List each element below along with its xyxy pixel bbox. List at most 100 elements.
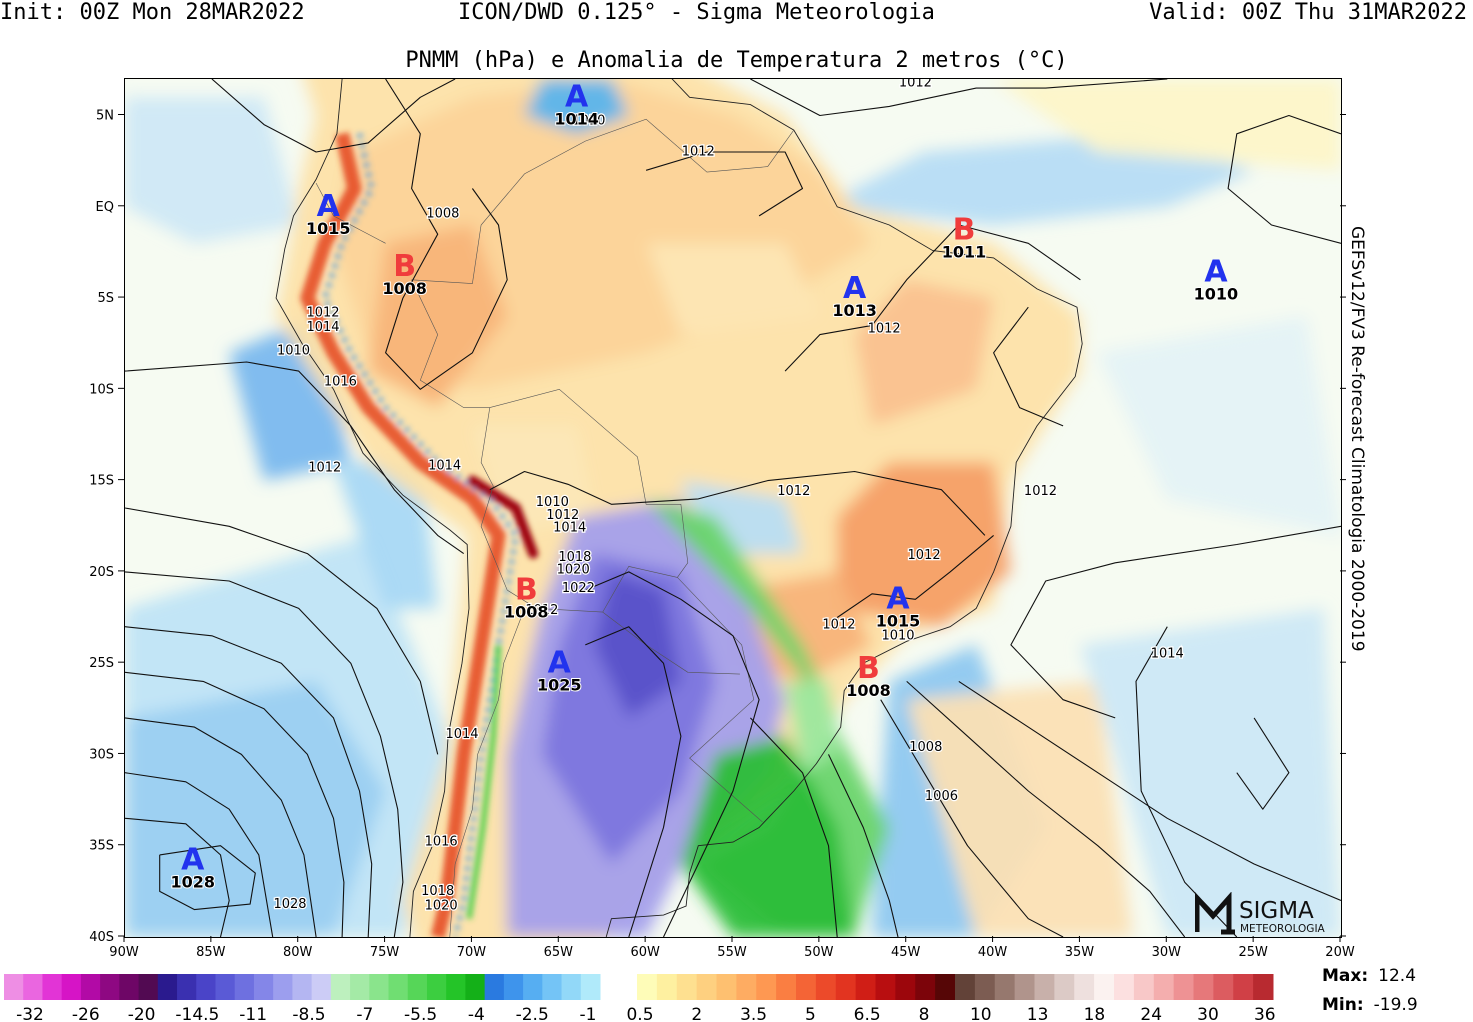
scale-label: -1 xyxy=(580,1005,597,1022)
color-scale-negative: -32 -26 -20 -14.5 -11 -8.5 -7 -5.5 -4 -2.5 -1 xyxy=(4,974,601,1022)
color-scale-bar: -32 -26 -20 -14.5 -11 -8.5 -7 -5.5 -4 -2.5 -1 0.5 2… xyxy=(4,974,1276,1022)
isobar-label: 1022 xyxy=(562,581,595,596)
color-swatch xyxy=(1193,974,1214,1000)
color-swatch xyxy=(80,974,101,1000)
isobar-label: 1014 xyxy=(306,320,339,335)
lat-tick-label: 20S xyxy=(89,565,114,580)
lat-tick-label: 5N xyxy=(96,109,114,124)
isobar-label: 1014 xyxy=(553,521,586,536)
center-pressure-value: 1008 xyxy=(846,681,891,700)
center-pressure-value: 1028 xyxy=(170,872,215,891)
high-letter: A xyxy=(843,271,867,306)
color-swatch xyxy=(523,974,543,1000)
lon-tick-label: 25W xyxy=(1238,945,1268,960)
isobar-label: 1018 xyxy=(558,550,591,565)
color-swatch xyxy=(915,974,936,1000)
scale-label: 30 xyxy=(1197,1005,1219,1022)
high-letter: A xyxy=(1204,255,1228,290)
lon-tick-label: 55W xyxy=(717,945,747,960)
center-pressure-value: 1010 xyxy=(1194,285,1239,304)
scale-label: 3.5 xyxy=(740,1005,767,1022)
color-swatch xyxy=(542,974,563,1000)
center-pressure-value: 1011 xyxy=(942,243,987,262)
field-statistics: Max: 12.4 Min: -19.9 xyxy=(1322,962,1418,1020)
lat-tick-label: 35S xyxy=(89,839,114,854)
scale-label: 2 xyxy=(691,1005,702,1022)
color-swatch xyxy=(561,974,582,1000)
valid-time: Valid: 00Z Thu 31MAR2022 xyxy=(1149,0,1467,25)
color-swatch xyxy=(974,974,996,1000)
color-swatch xyxy=(273,974,293,1000)
center-pressure-value: 1025 xyxy=(537,675,582,694)
scale-label: -4 xyxy=(468,1005,485,1022)
scale-label: -32 xyxy=(16,1005,44,1022)
color-swatch xyxy=(955,974,976,1000)
color-swatch xyxy=(292,974,313,1000)
color-swatch xyxy=(1074,974,1095,1000)
scale-label: -11 xyxy=(239,1005,267,1022)
high-letter: A xyxy=(548,645,572,680)
isobar-label: 1028 xyxy=(273,897,306,912)
isobar-label: 1012 xyxy=(308,460,341,475)
logo-word: SIGMA xyxy=(1239,898,1314,924)
color-swatch xyxy=(696,974,717,1000)
scale-label: 5 xyxy=(805,1005,816,1022)
isobar-label: 1012 xyxy=(868,322,901,337)
scale-label: -5.5 xyxy=(404,1005,437,1022)
color-swatch xyxy=(119,974,140,1000)
scale-label: 36 xyxy=(1254,1005,1276,1022)
max-value: 12.4 xyxy=(1378,966,1417,986)
lon-tick-label: 65W xyxy=(544,945,574,960)
color-swatch xyxy=(215,974,236,1000)
lon-tick-label: 40W xyxy=(978,945,1008,960)
temperature-anomaly-field xyxy=(125,79,1341,937)
max-label: Max: xyxy=(1322,966,1369,986)
scale-label: 10 xyxy=(970,1005,992,1022)
color-swatch xyxy=(1054,974,1075,1000)
logo-subword: METEOROLOGIA xyxy=(1240,923,1326,935)
color-swatch xyxy=(484,974,505,1000)
color-swatch xyxy=(875,974,896,1000)
isobar-label: 1012 xyxy=(908,548,941,563)
scale-label: -8.5 xyxy=(292,1005,325,1022)
isobar-label: 1014 xyxy=(1151,647,1184,662)
color-swatch xyxy=(1213,974,1234,1000)
high-letter: A xyxy=(886,581,910,616)
scale-label: -14.5 xyxy=(175,1005,219,1022)
init-time: Init: 00Z Mon 28MAR2022 xyxy=(0,0,305,25)
color-swatch xyxy=(4,974,24,1000)
low-letter: B xyxy=(953,213,976,248)
lon-tick-label: 70W xyxy=(457,945,487,960)
lon-tick-label: 75W xyxy=(370,945,400,960)
isobar-label: 1008 xyxy=(909,740,942,755)
isobar-label: 1010 xyxy=(277,344,310,359)
color-swatch xyxy=(1094,974,1115,1000)
scale-label: 0.5 xyxy=(626,1005,653,1022)
high-letter: A xyxy=(565,79,589,114)
color-swatch xyxy=(100,974,120,1000)
isobar-label: 1018 xyxy=(421,884,454,899)
isobar-label: 1020 xyxy=(425,899,458,914)
lat-tick-label: 5S xyxy=(97,291,114,306)
lon-tick-label: 45W xyxy=(891,945,921,960)
scale-label: -26 xyxy=(72,1005,100,1022)
sigma-logo: SIGMA METEOROLOGIA xyxy=(1194,891,1335,936)
lat-tick-label: 15S xyxy=(89,474,114,489)
color-swatch xyxy=(895,974,916,1000)
center-pressure-value: 1015 xyxy=(306,219,351,238)
color-swatch xyxy=(637,974,658,1000)
color-swatch xyxy=(42,974,63,1000)
center-pressure-value: 1015 xyxy=(876,611,921,630)
lat-tick-label: 40S xyxy=(89,930,114,945)
isobar-label: 1012 xyxy=(899,79,932,90)
color-swatch xyxy=(1014,974,1035,1000)
isobar-label: 1006 xyxy=(925,789,958,804)
isobar-label: 1012 xyxy=(525,603,558,618)
